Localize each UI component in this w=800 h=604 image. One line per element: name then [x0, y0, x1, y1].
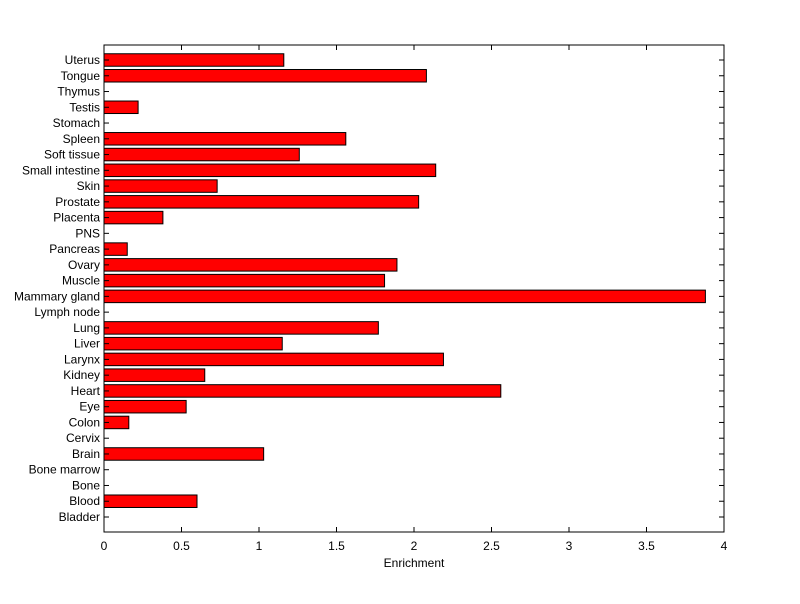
- bar-uterus: [103, 53, 285, 67]
- y-tick-label-pancreas: Pancreas: [49, 242, 100, 256]
- ticks-layer: [103, 45, 725, 532]
- bar-tongue: [103, 69, 427, 83]
- y-tick-label-small-intestine: Small intestine: [22, 163, 100, 177]
- y-tick-label-cervix: Cervix: [66, 431, 100, 445]
- bar-placenta: [103, 210, 164, 225]
- y-tick-label-tongue: Tongue: [61, 69, 101, 83]
- x-tick-label-0: 0: [101, 539, 108, 553]
- x-tick-label-5: 2.5: [483, 539, 500, 553]
- x-tick-label-8: 4: [721, 539, 728, 553]
- y-tick-label-ovary: Ovary: [68, 258, 100, 272]
- bars-layer: [103, 53, 706, 508]
- bar-soft-tissue: [103, 147, 300, 162]
- y-tick-label-thymus: Thymus: [57, 85, 100, 99]
- x-tick-labels: 0 0.5 1 1.5 2 2.5 3 3.5 4: [101, 539, 728, 553]
- y-tick-label-prostate: Prostate: [55, 195, 100, 209]
- y-tick-label-blood: Blood: [69, 494, 100, 508]
- bar-muscle: [103, 273, 386, 288]
- bar-eye: [103, 399, 187, 414]
- x-tick-label-1: 0.5: [173, 539, 190, 553]
- y-tick-label-lymph-node: Lymph node: [34, 305, 100, 319]
- y-tick-label-brain: Brain: [72, 447, 100, 461]
- y-tick-label-liver: Liver: [74, 337, 100, 351]
- y-tick-label-colon: Colon: [69, 415, 100, 429]
- bar-heart: [103, 384, 502, 398]
- bar-larynx: [103, 352, 444, 367]
- y-tick-label-kidney: Kidney: [63, 368, 100, 382]
- bar-liver: [103, 336, 283, 351]
- y-tick-label-soft-tissue: Soft tissue: [44, 148, 100, 162]
- y-tick-label-stomach: Stomach: [53, 116, 100, 130]
- y-tick-label-bone-marrow: Bone marrow: [29, 463, 101, 477]
- bar-kidney: [103, 368, 206, 382]
- bar-brain: [103, 447, 265, 461]
- y-tick-label-uterus: Uterus: [65, 53, 100, 67]
- bar-spleen: [103, 132, 347, 146]
- y-tick-label-skin: Skin: [77, 179, 100, 193]
- x-tick-label-7: 3.5: [638, 539, 655, 553]
- y-tick-label-eye: Eye: [79, 400, 100, 414]
- y-tick-label-lung: Lung: [73, 321, 100, 335]
- y-tick-label-muscle: Muscle: [62, 274, 100, 288]
- bar-mammary-gland: [103, 289, 706, 304]
- y-tick-label-spleen: Spleen: [63, 132, 100, 146]
- y-tick-label-placenta: Placenta: [53, 211, 100, 225]
- y-tick-label-pns: PNS: [75, 226, 100, 240]
- x-tick-label-3: 1.5: [328, 539, 345, 553]
- bar-testis: [103, 100, 139, 115]
- bar-prostate: [103, 195, 420, 209]
- x-tick-label-4: 2: [411, 539, 418, 553]
- y-tick-label-mammary-gland: Mammary gland: [14, 289, 100, 303]
- x-axis-label: Enrichment: [384, 556, 445, 570]
- y-tick-label-testis: Testis: [69, 100, 100, 114]
- bar-skin: [103, 179, 218, 193]
- y-tick-label-heart: Heart: [71, 384, 101, 398]
- bar-small-intestine: [103, 163, 437, 178]
- bar-lung: [103, 321, 379, 335]
- x-tick-label-2: 1: [256, 539, 263, 553]
- y-tick-label-larynx: Larynx: [64, 352, 100, 366]
- x-tick-label-6: 3: [566, 539, 573, 553]
- y-tick-label-bone: Bone: [72, 478, 100, 492]
- bar-blood: [103, 494, 198, 508]
- y-tick-label-bladder: Bladder: [59, 510, 100, 524]
- bar-ovary: [103, 258, 398, 272]
